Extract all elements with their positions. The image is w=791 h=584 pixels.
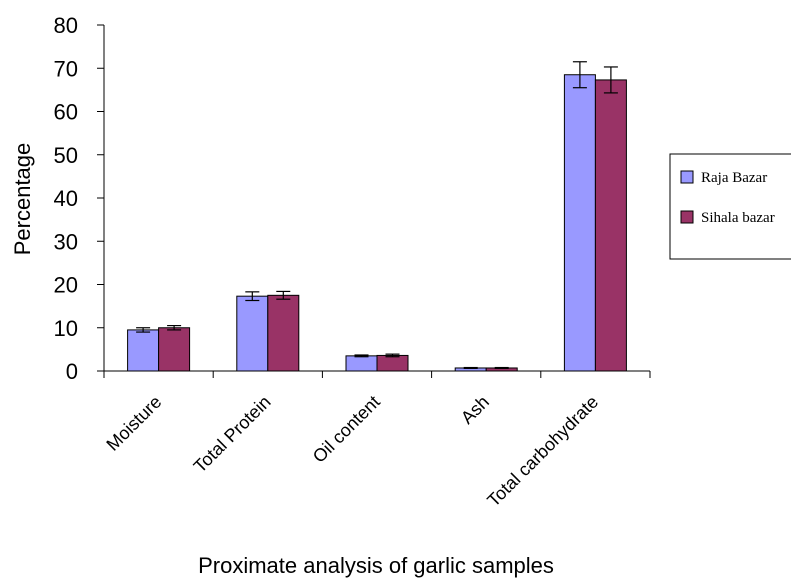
- bar-sihala-bazar: [158, 327, 191, 372]
- legend-label-sihala-bazar: Sihala bazar: [701, 210, 775, 226]
- x-axis-ticks: Moisture Total Protein Oil content AshTotal…: [102, 371, 651, 511]
- x-tick-label: Ash: [457, 392, 493, 428]
- x-tick-label: Total carbohydrate: [483, 392, 602, 511]
- y-tick-label: 0: [66, 359, 78, 384]
- y-tick-label: 60: [54, 100, 78, 125]
- bar-raja-bazar: [236, 295, 269, 372]
- bar-raja-bazar: [563, 74, 596, 372]
- bar-sihala-bazar: [376, 354, 409, 372]
- x-tick-label: Oil content: [309, 392, 384, 467]
- bar-sihala-bazar: [267, 294, 300, 372]
- y-tick-label: 30: [54, 229, 78, 254]
- legend: Raja Bazar Sihala bazar: [669, 153, 791, 260]
- bar-raja-bazar: [127, 329, 160, 372]
- legend-swatch-raja-bazar: [680, 170, 694, 184]
- legend-label-raja-bazar: Raja Bazar: [701, 170, 767, 186]
- y-tick-label: 10: [54, 316, 78, 341]
- bar-sihala-bazar: [594, 79, 627, 372]
- y-tick-label: 80: [54, 13, 78, 38]
- legend-swatch-sihala-bazar: [680, 210, 694, 224]
- y-tick-label: 40: [54, 186, 78, 211]
- bar-raja-bazar: [345, 355, 378, 372]
- y-tick-label: 20: [54, 273, 78, 298]
- y-axis-ticks: 0 10 20 30 40 50 60 70 80: [54, 13, 104, 384]
- y-axis-label: Percentage: [10, 143, 35, 256]
- x-tick-label: Total Protein: [190, 392, 275, 477]
- x-tick-label: Moisture: [102, 392, 165, 455]
- y-tick-label: 70: [54, 56, 78, 81]
- x-axis-label: Proximate analysis of garlic samples: [198, 553, 554, 578]
- y-tick-label: 50: [54, 143, 78, 168]
- bars: [127, 61, 627, 372]
